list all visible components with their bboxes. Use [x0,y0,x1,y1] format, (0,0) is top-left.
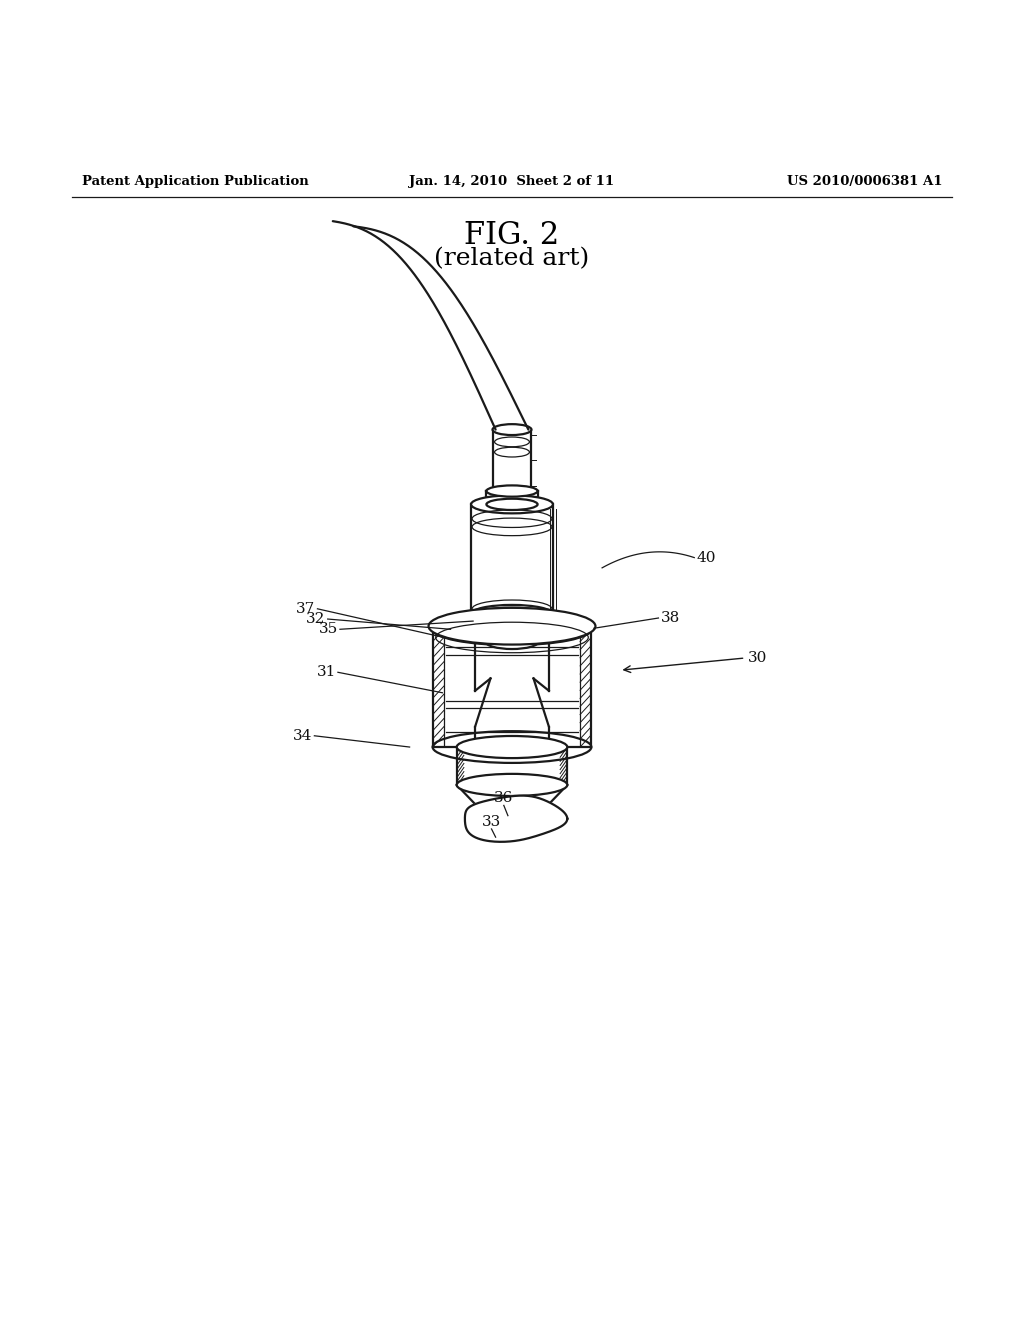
Text: 40: 40 [696,550,716,565]
Text: 37: 37 [296,602,315,616]
Ellipse shape [493,424,531,436]
Text: 30: 30 [748,651,767,665]
Text: Patent Application Publication: Patent Application Publication [82,176,308,189]
Text: 38: 38 [660,611,680,624]
Ellipse shape [457,774,567,796]
Text: 31: 31 [316,665,336,680]
Ellipse shape [485,634,539,649]
Ellipse shape [457,737,567,758]
Text: 33: 33 [482,814,501,829]
Ellipse shape [486,486,538,496]
Text: 32: 32 [306,612,326,626]
Text: (related art): (related art) [434,247,590,271]
Text: US 2010/0006381 A1: US 2010/0006381 A1 [786,176,942,189]
Text: 34: 34 [293,729,312,743]
Ellipse shape [471,605,553,623]
Ellipse shape [486,499,538,510]
Text: 35: 35 [318,622,338,636]
Ellipse shape [428,607,596,644]
Polygon shape [465,796,567,842]
Ellipse shape [471,495,553,513]
Ellipse shape [432,731,592,763]
Text: FIG. 2: FIG. 2 [464,219,560,251]
Ellipse shape [432,614,592,645]
Text: 36: 36 [495,791,513,805]
Text: Jan. 14, 2010  Sheet 2 of 11: Jan. 14, 2010 Sheet 2 of 11 [410,176,614,189]
